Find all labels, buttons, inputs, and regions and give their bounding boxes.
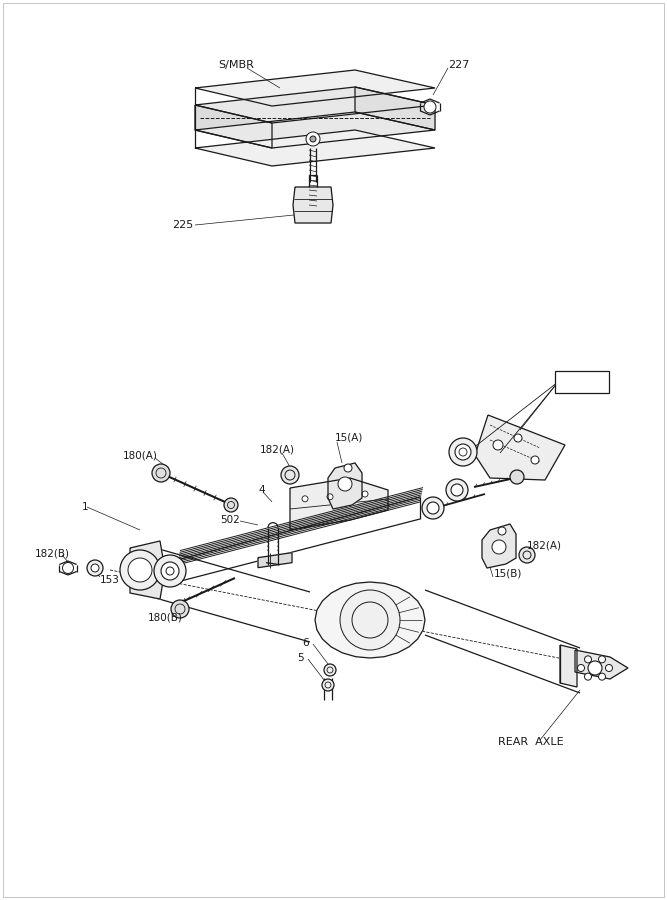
Circle shape bbox=[498, 527, 506, 535]
Circle shape bbox=[446, 479, 468, 501]
Circle shape bbox=[514, 434, 522, 442]
Circle shape bbox=[224, 498, 238, 512]
Text: 153: 153 bbox=[100, 575, 120, 585]
Polygon shape bbox=[195, 87, 435, 123]
Circle shape bbox=[598, 673, 606, 680]
Circle shape bbox=[302, 496, 308, 502]
Polygon shape bbox=[130, 541, 165, 599]
Polygon shape bbox=[560, 645, 577, 687]
Circle shape bbox=[306, 132, 320, 146]
Polygon shape bbox=[575, 650, 628, 679]
Circle shape bbox=[281, 466, 299, 484]
Circle shape bbox=[449, 438, 477, 466]
Polygon shape bbox=[195, 105, 272, 148]
Text: 180(A): 180(A) bbox=[123, 450, 158, 460]
Circle shape bbox=[455, 444, 471, 460]
Circle shape bbox=[161, 562, 179, 580]
Circle shape bbox=[578, 664, 584, 671]
Circle shape bbox=[344, 464, 352, 472]
Circle shape bbox=[519, 547, 535, 563]
Circle shape bbox=[338, 477, 352, 491]
Circle shape bbox=[91, 564, 99, 572]
Text: 15(A): 15(A) bbox=[335, 433, 364, 443]
Text: 182(B): 182(B) bbox=[35, 548, 70, 558]
Circle shape bbox=[588, 661, 602, 675]
Circle shape bbox=[171, 600, 189, 618]
Circle shape bbox=[427, 502, 439, 514]
Text: 6: 6 bbox=[302, 638, 309, 648]
Circle shape bbox=[322, 679, 334, 691]
Circle shape bbox=[362, 491, 368, 497]
Circle shape bbox=[152, 464, 170, 482]
Circle shape bbox=[87, 560, 103, 576]
Text: 4: 4 bbox=[258, 485, 265, 495]
Polygon shape bbox=[290, 478, 388, 530]
Polygon shape bbox=[195, 70, 435, 106]
Text: 180(B): 180(B) bbox=[148, 613, 183, 623]
Text: REAR  AXLE: REAR AXLE bbox=[498, 737, 564, 747]
Circle shape bbox=[584, 673, 592, 680]
Circle shape bbox=[310, 136, 316, 142]
Circle shape bbox=[510, 470, 524, 484]
Circle shape bbox=[327, 494, 333, 500]
Circle shape bbox=[584, 656, 592, 662]
Circle shape bbox=[492, 540, 506, 554]
Circle shape bbox=[120, 550, 160, 590]
Text: 1: 1 bbox=[82, 502, 89, 512]
FancyBboxPatch shape bbox=[555, 371, 609, 393]
Text: 15(B): 15(B) bbox=[494, 568, 522, 578]
Circle shape bbox=[422, 497, 444, 519]
Polygon shape bbox=[475, 415, 565, 480]
Circle shape bbox=[324, 664, 336, 676]
Polygon shape bbox=[195, 112, 435, 148]
Circle shape bbox=[531, 456, 539, 464]
Polygon shape bbox=[328, 463, 362, 509]
Circle shape bbox=[128, 558, 152, 582]
Circle shape bbox=[154, 555, 186, 587]
Circle shape bbox=[340, 590, 400, 650]
Polygon shape bbox=[355, 87, 435, 130]
Polygon shape bbox=[293, 187, 333, 223]
Text: 225: 225 bbox=[171, 220, 193, 230]
Text: 5-01: 5-01 bbox=[558, 375, 586, 389]
Circle shape bbox=[606, 664, 612, 671]
Circle shape bbox=[493, 440, 503, 450]
Text: 182(A): 182(A) bbox=[260, 445, 295, 455]
Polygon shape bbox=[315, 582, 425, 658]
Text: 182(A): 182(A) bbox=[527, 540, 562, 550]
Circle shape bbox=[63, 562, 73, 573]
Circle shape bbox=[424, 101, 436, 113]
Text: 502: 502 bbox=[220, 515, 239, 525]
Polygon shape bbox=[258, 553, 292, 568]
Polygon shape bbox=[195, 130, 435, 166]
Text: 227: 227 bbox=[448, 60, 470, 70]
Circle shape bbox=[598, 656, 606, 662]
Text: S/MBR: S/MBR bbox=[218, 60, 254, 70]
Text: 5: 5 bbox=[297, 653, 303, 663]
Polygon shape bbox=[482, 524, 516, 568]
Circle shape bbox=[451, 484, 463, 496]
